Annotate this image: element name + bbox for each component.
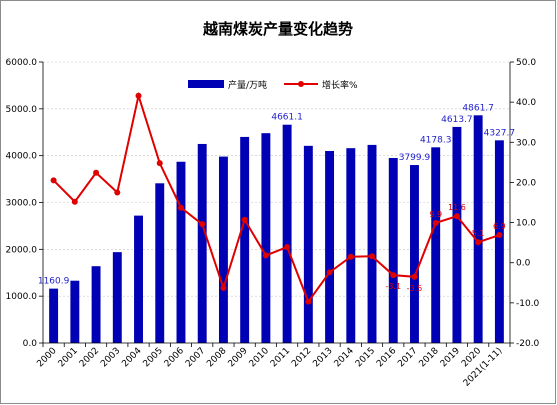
bar-series: [49, 115, 504, 344]
bar: [197, 143, 207, 343]
rate-point: [432, 219, 439, 226]
bar: [112, 252, 122, 343]
bar: [494, 140, 504, 343]
y-right-tick-label: -10.0: [516, 299, 540, 309]
legend-line-label: 增长率%: [322, 79, 358, 91]
bar: [473, 115, 483, 343]
rate-point: [156, 160, 163, 167]
y-right-tick-label: -20.0: [516, 339, 540, 349]
rate-point: [326, 269, 333, 276]
rate-series: [50, 91, 503, 305]
bar: [325, 150, 335, 343]
bar-value-label: 4661.1: [271, 113, 303, 123]
rate-point: [369, 253, 376, 260]
rate-point: [199, 221, 206, 228]
rate-value-label: 11.6: [448, 203, 466, 212]
bar: [49, 288, 59, 343]
rate-point: [93, 169, 100, 176]
rate-point: [241, 216, 248, 223]
rate-value-label: -3.1: [385, 282, 401, 291]
rate-point: [390, 272, 397, 279]
legend-bar-label: 产量/万吨: [228, 79, 267, 91]
bar: [346, 148, 356, 343]
bar: [134, 215, 143, 343]
bar-value-label: 3799.9: [399, 153, 431, 163]
bar: [155, 183, 165, 343]
rate-point: [114, 189, 121, 196]
bar: [388, 158, 398, 343]
rate-point: [71, 198, 78, 205]
bar: [410, 165, 419, 343]
rate-point: [496, 232, 503, 239]
rate-point: [475, 239, 482, 246]
y-left-tick-label: 6000.0: [6, 58, 38, 68]
bar: [303, 145, 313, 343]
rate-point: [177, 204, 184, 211]
rate-point: [262, 252, 269, 259]
chart-title: 越南煤炭产量变化趋势: [202, 20, 353, 38]
bar: [240, 136, 250, 343]
rate-point: [453, 213, 460, 220]
y-left-tick-label: 5000.0: [6, 105, 38, 115]
legend-bar-swatch: [188, 80, 224, 88]
rate-point: [347, 253, 354, 260]
y-right-tick-label: 30.0: [516, 138, 536, 148]
y-left-tick-label: 2000.0: [6, 245, 38, 255]
rate-value-label: 6.9: [493, 222, 506, 231]
bar: [282, 124, 292, 344]
bar: [431, 147, 441, 343]
bar: [367, 144, 377, 343]
rate-point: [411, 273, 418, 280]
rate-point: [135, 92, 142, 99]
y-left-tick-label: 3000.0: [6, 199, 38, 209]
bar-value-label: 4327.7: [484, 128, 516, 138]
rate-value-label: 9.9: [429, 210, 442, 219]
bar: [91, 266, 101, 343]
y-right-tick-label: 0.0: [516, 259, 531, 269]
bar: [452, 126, 462, 343]
legend-line-marker: [298, 81, 304, 87]
data-labels: 1160.9 4661.1 3799.9 4178.3 4613.7 4861.7 4327…: [38, 103, 515, 292]
bar-value-label: 4861.7: [462, 103, 494, 113]
rate-line: [52, 91, 500, 304]
bar: [70, 280, 80, 343]
rate-point: [284, 244, 291, 251]
y-right-tick-label: 40.0: [516, 98, 536, 108]
y-right-tick-label: 50.0: [516, 58, 536, 68]
bar: [218, 156, 228, 343]
bar-value-label: 4613.7: [441, 115, 473, 125]
y-left-tick-label: 1000.0: [6, 292, 38, 302]
bar-value-label: 4178.3: [420, 135, 452, 145]
rate-value-label: -3.5: [407, 284, 423, 293]
y-left-tick-label: 0.0: [23, 339, 38, 349]
rate-value-label: 5.1: [472, 229, 485, 238]
y-left-tick-label: 4000.0: [6, 152, 38, 162]
rate-point: [220, 285, 227, 292]
rate-point: [50, 177, 57, 184]
y-right-tick-label: 20.0: [516, 178, 536, 188]
rate-point: [305, 298, 312, 305]
y-right-tick-label: 10.0: [516, 219, 536, 229]
bar-value-label: 1160.9: [38, 277, 70, 287]
bar: [176, 161, 186, 343]
legend: 产量/万吨 增长率%: [188, 79, 358, 91]
bar: [261, 133, 271, 343]
